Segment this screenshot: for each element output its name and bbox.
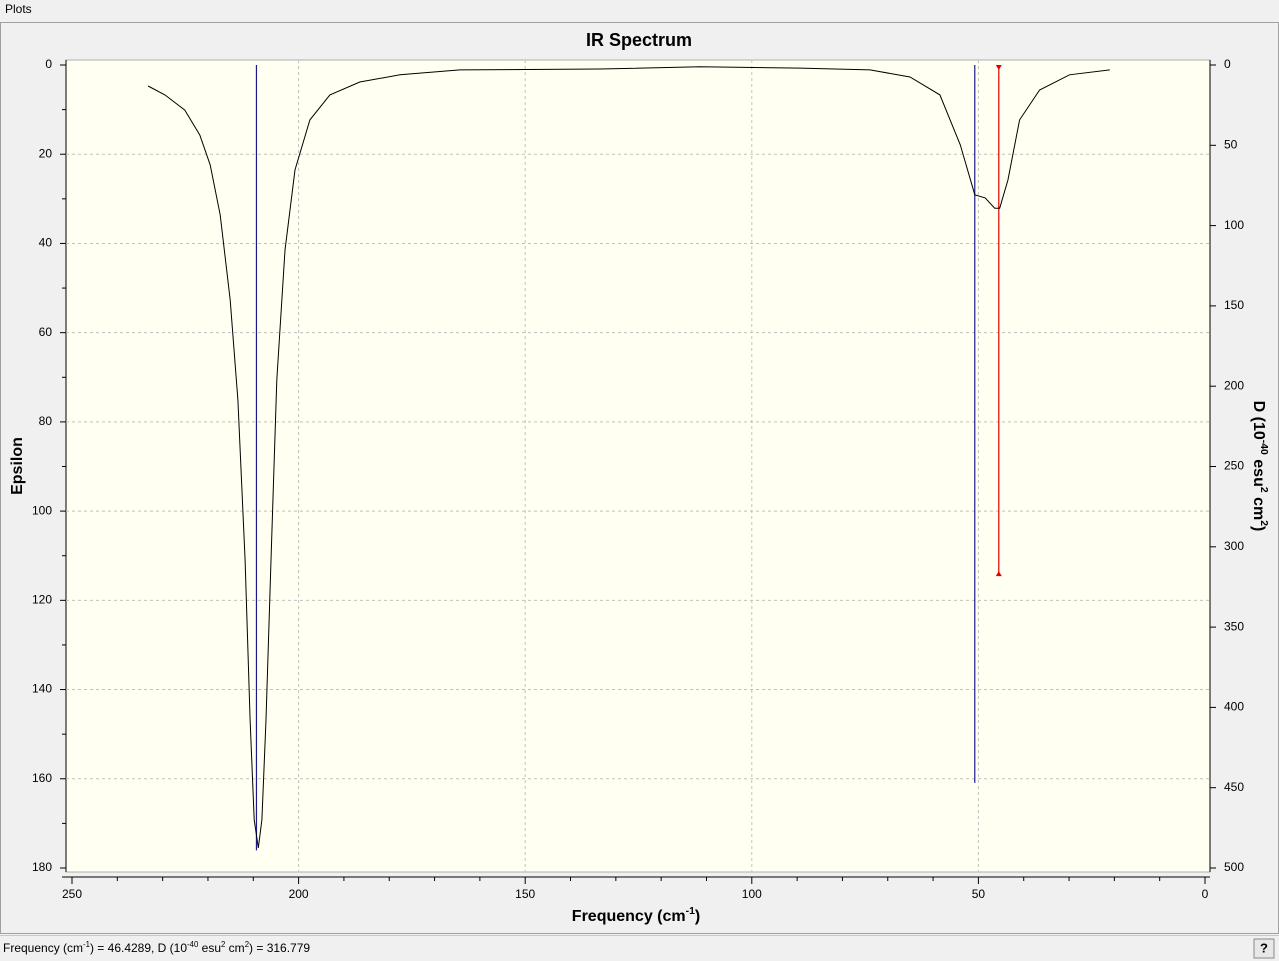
text-part: D (10 xyxy=(1250,401,1267,440)
chart-title: IR Spectrum xyxy=(586,30,692,50)
superscript: 2 xyxy=(245,940,249,949)
text-part: ) = 46.4289, D (10 xyxy=(90,941,187,955)
selection-marker xyxy=(995,571,1002,577)
text-part: Frequency (cm xyxy=(572,908,686,925)
text-part: esu xyxy=(198,941,221,955)
x-axis-label: Frequency (cm-1) xyxy=(572,906,700,925)
text-part: ) = 316.779 xyxy=(249,941,310,955)
x-tick-label: 100 xyxy=(742,887,762,901)
text-part: ) xyxy=(1250,526,1267,531)
selection-marker xyxy=(995,65,1002,70)
y-tick-label: 20 xyxy=(39,146,53,160)
help-icon[interactable]: ? xyxy=(1260,940,1268,955)
superscript: 2 xyxy=(221,940,225,949)
plot-area xyxy=(65,59,1211,873)
x-tick-label: 250 xyxy=(62,887,82,901)
y2-tick-label: 150 xyxy=(1224,298,1244,312)
y-tick-label: 160 xyxy=(32,771,52,785)
text-part: esu xyxy=(1250,455,1267,487)
help-button[interactable] xyxy=(1253,938,1275,959)
y-tick-label: 0 xyxy=(45,57,52,71)
y-tick-label: 100 xyxy=(32,503,52,517)
y2-tick-label: 100 xyxy=(1224,218,1244,232)
y2-tick-label: 50 xyxy=(1224,137,1238,151)
y2-axis-label: D (10-40 esu2 cm2) xyxy=(1250,401,1269,532)
superscript: -1 xyxy=(83,940,90,949)
y-tick-label: 180 xyxy=(32,860,52,874)
x-tick-label: 0 xyxy=(1202,887,1209,901)
y-tick-label: 40 xyxy=(39,236,53,250)
status-text: Frequency (cm-1) = 46.4289, D (10-40 esu… xyxy=(3,940,310,956)
y2-tick-label: 200 xyxy=(1224,378,1244,392)
y-tick-label: 140 xyxy=(32,682,52,696)
y-tick-label: 60 xyxy=(39,325,53,339)
y-axis-label: Epsilon xyxy=(9,437,26,495)
y2-tick-label: 250 xyxy=(1224,459,1244,473)
y2-tick-label: 500 xyxy=(1224,860,1244,874)
superscript: -40 xyxy=(187,940,199,949)
y2-tick-label: 300 xyxy=(1224,539,1244,553)
y-tick-label: 80 xyxy=(39,414,53,428)
text-part: Frequency (cm xyxy=(3,941,83,955)
x-tick-label: 150 xyxy=(515,887,535,901)
x-tick-label: 200 xyxy=(289,887,309,901)
title-bar xyxy=(0,0,1279,21)
y2-tick-label: 0 xyxy=(1224,57,1231,71)
superscript: 2 xyxy=(1258,520,1269,526)
superscript: -40 xyxy=(1258,440,1269,455)
superscript: 2 xyxy=(1258,487,1269,493)
text-part: cm xyxy=(225,941,244,955)
text-part: ) xyxy=(695,908,700,925)
superscript: -1 xyxy=(686,906,695,917)
y2-tick-label: 450 xyxy=(1224,780,1244,794)
y-tick-label: 120 xyxy=(32,593,52,607)
window-title: Plots xyxy=(5,2,32,16)
x-tick-label: 50 xyxy=(972,887,986,901)
text-part: cm xyxy=(1250,493,1267,521)
y2-tick-label: 350 xyxy=(1224,619,1244,633)
spectrum-line xyxy=(147,66,1110,848)
y2-tick-label: 400 xyxy=(1224,700,1244,714)
